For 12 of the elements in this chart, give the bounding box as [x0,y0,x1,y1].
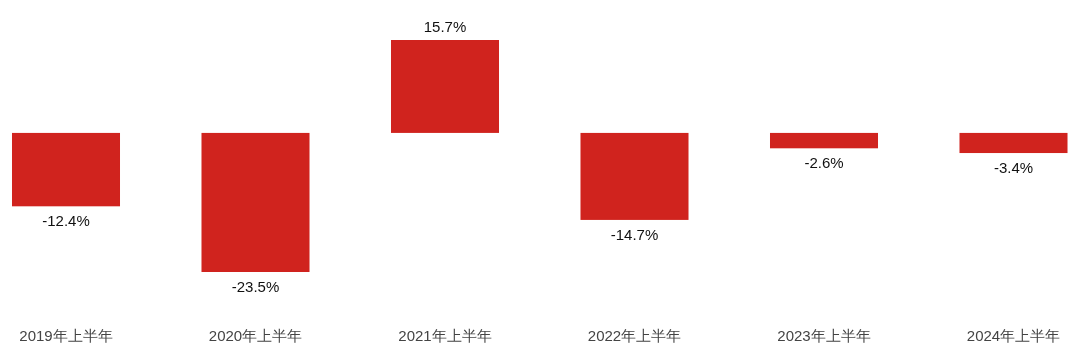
data-label: -3.4% [993,159,1034,177]
x-tick-label: 2023年上半年 [777,327,871,344]
x-tick-label: 2020年上半年 [208,327,303,344]
data-label: -12.4% [42,212,90,230]
data-label: -2.6% [804,154,844,172]
data-label: -23.5% [231,278,280,295]
x-tick-label: 2022年上半年 [587,327,682,344]
x-tick-label: 2021年上半年 [398,327,492,344]
x-tick-label: 2024年上半年 [966,327,1061,344]
data-label: -14.7% [610,225,659,243]
data-label: 15.7% [423,18,467,35]
x-tick-label: 2019年上半年 [19,327,113,344]
